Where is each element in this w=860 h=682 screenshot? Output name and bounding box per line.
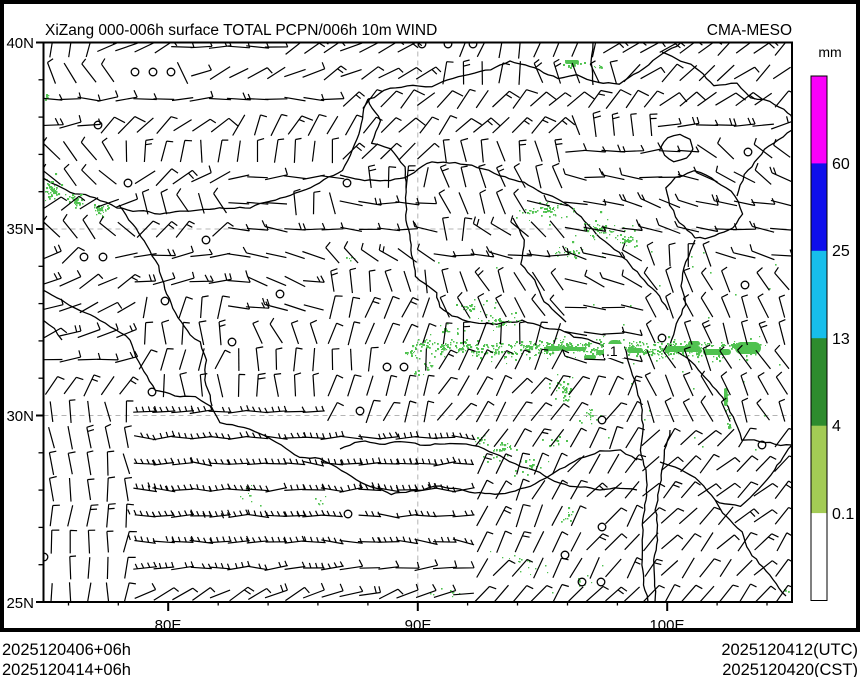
svg-text:2025120406+06h: 2025120406+06h (2, 641, 131, 659)
svg-text:30N: 30N (6, 408, 34, 425)
svg-text:40N: 40N (6, 35, 34, 52)
svg-text:2025120414+06h: 2025120414+06h (2, 661, 131, 677)
svg-text:90E: 90E (405, 617, 432, 634)
svg-text:25N: 25N (6, 595, 34, 612)
svg-text:100E: 100E (649, 617, 684, 634)
svg-text:25: 25 (832, 243, 850, 260)
svg-text:35N: 35N (6, 221, 34, 238)
svg-text:60: 60 (832, 156, 850, 173)
svg-text:80E: 80E (155, 617, 182, 634)
svg-text:2025120420(CST): 2025120420(CST) (722, 661, 858, 677)
svg-text:2025120412(UTC): 2025120412(UTC) (721, 641, 858, 659)
svg-text:4: 4 (832, 418, 841, 435)
svg-text:CMA-MESO: CMA-MESO (707, 22, 792, 39)
svg-text:mm: mm (818, 44, 841, 60)
svg-text:.1: .1 (606, 343, 618, 359)
svg-text:XiZang 000-006h surface TOTAL: XiZang 000-006h surface TOTAL PCPN/006h … (45, 22, 437, 39)
svg-text:0.1: 0.1 (832, 506, 854, 523)
svg-text:13: 13 (832, 331, 850, 348)
